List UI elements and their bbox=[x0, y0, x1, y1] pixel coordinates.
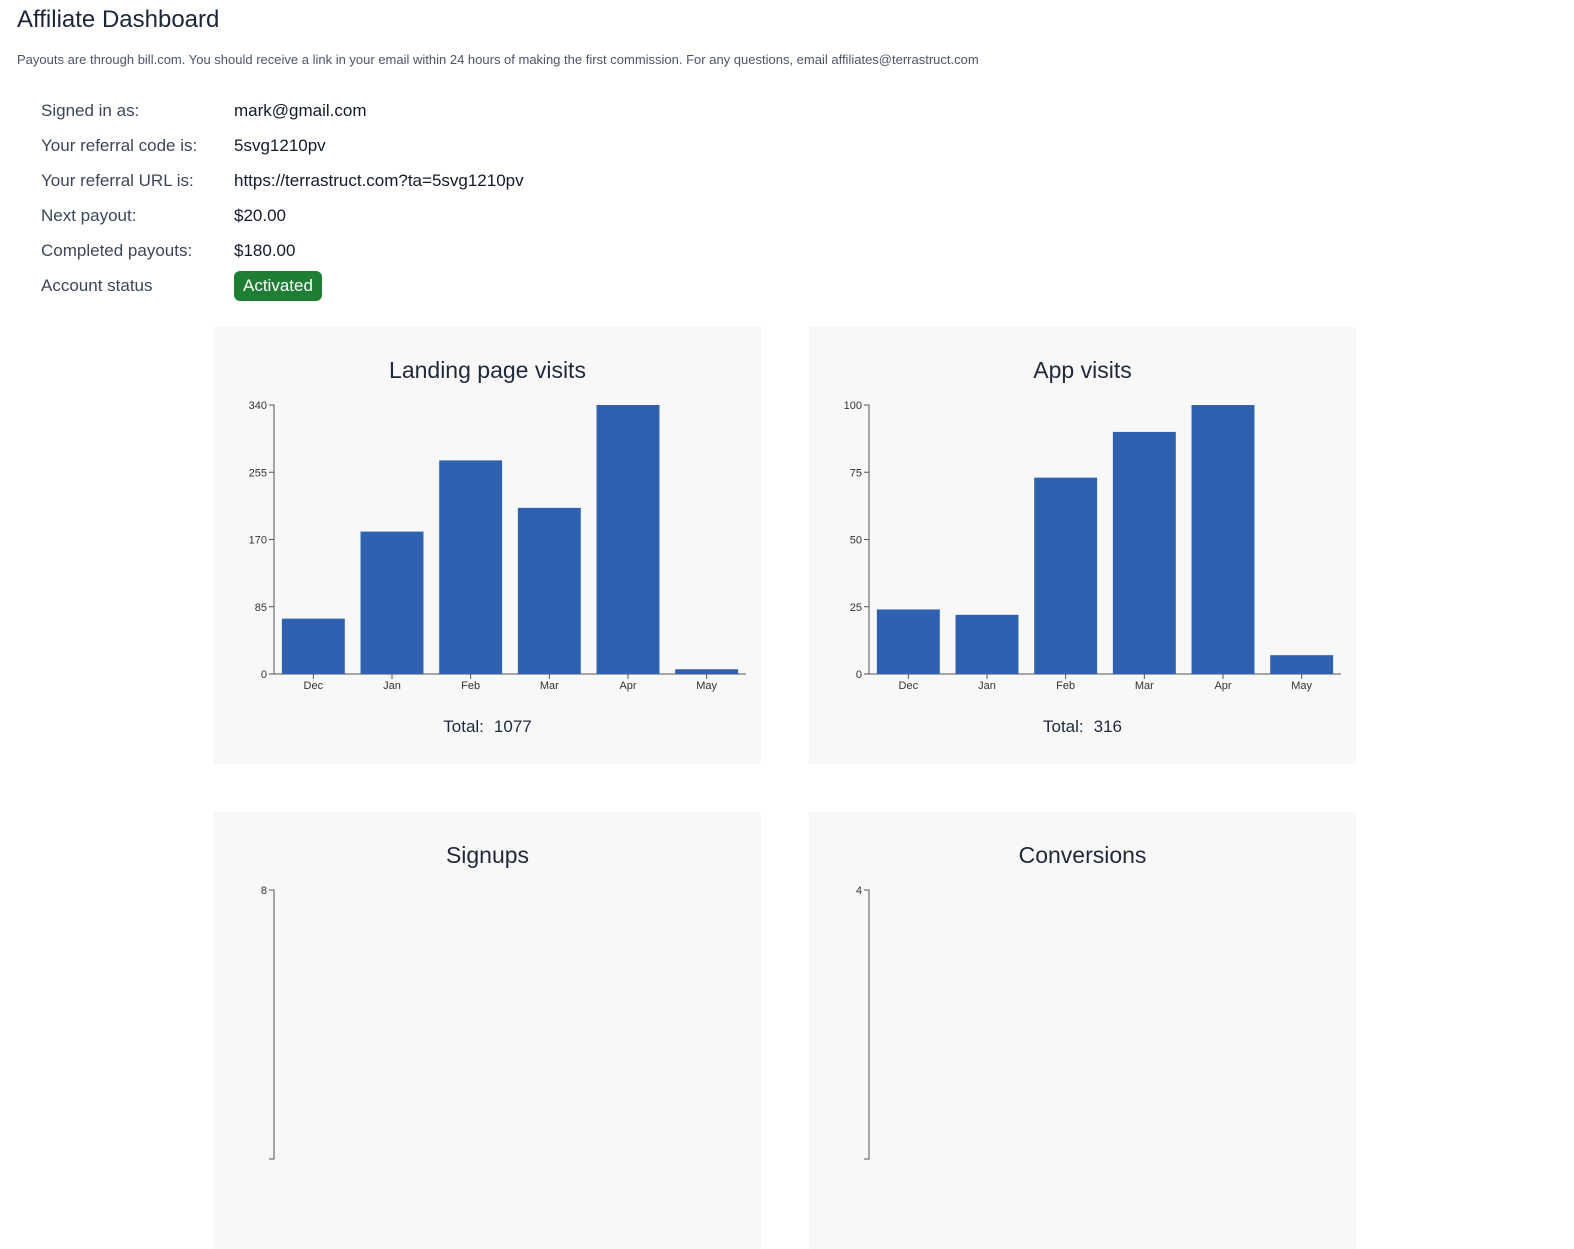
next-payout-row: Next payout: $20.00 bbox=[41, 198, 524, 233]
page-title: Affiliate Dashboard bbox=[17, 6, 220, 33]
signups-card: Signups 8 bbox=[214, 812, 761, 1249]
account-info: Signed in as: mark@gmail.com Your referr… bbox=[41, 93, 524, 303]
x-tick-label: Dec bbox=[304, 680, 324, 692]
completed-payouts-label: Completed payouts: bbox=[41, 240, 193, 260]
referral-url-value: https://terrastruct.com?ta=5svg1210pv bbox=[234, 170, 524, 190]
landing-page-visits-chart: 0 85 170 255 340 Dec Jan Feb Mar Apr May bbox=[249, 400, 746, 692]
completed-payouts-value: $180.00 bbox=[234, 240, 296, 260]
y-axis bbox=[269, 889, 275, 1160]
signed-in-row: Signed in as: mark@gmail.com bbox=[41, 93, 524, 128]
y-tick-label: 255 bbox=[249, 467, 267, 479]
x-tick-label: Feb bbox=[1056, 680, 1075, 692]
landing-page-visits-card: Landing page visits 0 85 170 255 340 Dec Jan Fe… bbox=[214, 327, 761, 764]
total-row: Total: 1077 bbox=[214, 717, 761, 737]
y-tick-label: 4 bbox=[856, 885, 862, 897]
chart-title: Signups bbox=[445, 842, 530, 868]
chart-title: App visits bbox=[1033, 357, 1132, 383]
total-label: Total: bbox=[443, 717, 484, 736]
x-tick-label: Apr bbox=[1214, 680, 1231, 692]
next-payout-value: $20.00 bbox=[234, 205, 286, 225]
y-tick-label: 100 bbox=[844, 400, 862, 412]
account-status-row: Account status Activated bbox=[41, 268, 524, 303]
y-tick-label: 50 bbox=[850, 535, 862, 547]
y-tick-label: 0 bbox=[856, 669, 862, 681]
bar-apr[interactable] bbox=[1191, 405, 1255, 674]
x-tick-label: Mar bbox=[1135, 680, 1154, 692]
total-value: 316 bbox=[1093, 717, 1122, 736]
completed-payouts-row: Completed payouts: $180.00 bbox=[41, 233, 524, 268]
bar-dec[interactable] bbox=[281, 618, 345, 674]
bar-feb[interactable] bbox=[1034, 477, 1098, 674]
app-visits-chart: 0 25 50 75 100 Dec Jan Feb Mar Apr May bbox=[844, 400, 1341, 692]
y-tick-label: 170 bbox=[249, 535, 267, 547]
next-payout-label: Next payout: bbox=[41, 205, 137, 225]
referral-url-row: Your referral URL is: https://terrastruc… bbox=[41, 163, 524, 198]
conversions-card: Conversions 4 bbox=[809, 812, 1356, 1249]
y-tick-label: 8 bbox=[261, 885, 267, 897]
total-row: Total: 316 bbox=[809, 717, 1356, 737]
x-tick-label: May bbox=[696, 680, 717, 692]
signed-in-value: mark@gmail.com bbox=[234, 100, 367, 120]
y-tick-label: 85 bbox=[255, 602, 267, 614]
bar-feb[interactable] bbox=[439, 460, 503, 674]
total-value: 1077 bbox=[493, 717, 532, 736]
y-tick-label: 25 bbox=[850, 602, 862, 614]
payout-info-text: Payouts are through bill.com. You should… bbox=[17, 52, 979, 67]
x-tick-label: May bbox=[1291, 680, 1312, 692]
conversions-chart: 4 bbox=[856, 885, 870, 1160]
total-label: Total: bbox=[1042, 717, 1084, 736]
bar-may[interactable] bbox=[675, 669, 739, 674]
bar-may[interactable] bbox=[1270, 655, 1334, 674]
referral-code-label: Your referral code is: bbox=[41, 135, 198, 155]
status-badge: Activated bbox=[234, 270, 322, 301]
y-axis bbox=[864, 889, 870, 1160]
x-tick-label: Dec bbox=[899, 680, 919, 692]
chart-title: Conversions bbox=[1018, 842, 1147, 868]
x-tick-label: Feb bbox=[461, 680, 480, 692]
signups-chart: 8 bbox=[261, 885, 275, 1160]
bar-mar[interactable] bbox=[1112, 431, 1176, 674]
referral-url-label: Your referral URL is: bbox=[41, 170, 194, 190]
account-status-label: Account status bbox=[41, 275, 153, 295]
x-tick-label: Jan bbox=[978, 680, 996, 692]
referral-code-value: 5svg1210pv bbox=[234, 135, 326, 155]
x-tick-label: Mar bbox=[540, 680, 559, 692]
x-tick-label: Apr bbox=[619, 680, 636, 692]
y-tick-label: 340 bbox=[249, 400, 267, 412]
bar-apr[interactable] bbox=[596, 405, 660, 674]
referral-code-row: Your referral code is: 5svg1210pv bbox=[41, 128, 524, 163]
y-tick-label: 0 bbox=[261, 669, 267, 681]
chart-title: Landing page visits bbox=[389, 357, 586, 383]
y-tick-label: 75 bbox=[850, 467, 862, 479]
bar-jan[interactable] bbox=[360, 531, 424, 674]
app-visits-card: App visits 0 25 50 75 100 Dec Jan Feb Mar Apr May … bbox=[809, 327, 1356, 764]
signed-in-label: Signed in as: bbox=[41, 100, 140, 120]
bar-jan[interactable] bbox=[955, 614, 1019, 674]
x-tick-label: Jan bbox=[383, 680, 401, 692]
bar-mar[interactable] bbox=[517, 507, 581, 674]
bar-dec[interactable] bbox=[876, 609, 940, 674]
